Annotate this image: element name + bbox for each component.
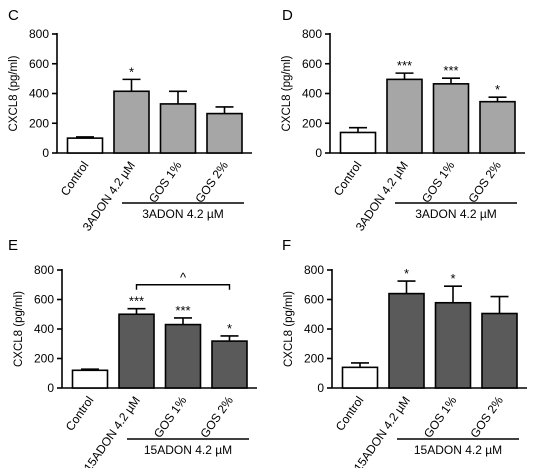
significance-marker: * <box>227 321 232 336</box>
bar <box>386 78 423 154</box>
y-axis-label: CXCL8 (pg/ml) <box>13 291 25 367</box>
significance-marker: * <box>404 266 409 281</box>
panel-c: C 0 200 400 600 800 CXCL8 (pg/ml) Control * 3ADON… <box>8 7 252 234</box>
y-tick-label: 200 <box>304 352 324 366</box>
bar <box>206 112 243 154</box>
category-label: GOS 1% <box>151 393 190 440</box>
y-tick-label: 0 <box>315 146 322 160</box>
y-tick-label: 200 <box>302 116 322 130</box>
bar <box>341 366 379 389</box>
category-label: GOS 2% <box>192 158 231 205</box>
bar <box>71 369 109 389</box>
y-tick-label: 600 <box>302 57 322 71</box>
y-tick-label: 0 <box>42 146 49 160</box>
y-tick-label: 800 <box>302 27 322 41</box>
bar <box>479 100 516 154</box>
y-tick-label: 600 <box>304 293 324 307</box>
panel-f: F 0 200 400 600 800 CXCL8 (pg/ml) Control * 15ADO… <box>282 237 527 468</box>
panel-label: F <box>282 237 291 254</box>
group-label: 3ADON 4.2 µM <box>415 207 497 221</box>
panel-e: E 0 200 400 600 800 CXCL8 (pg/ml) Control *** 15A… <box>8 237 257 468</box>
group-label: 15ADON 4.2 µM <box>414 443 502 457</box>
category-label: GOS 2% <box>197 393 236 440</box>
bar <box>339 131 377 154</box>
category-label: GOS 1% <box>146 158 185 205</box>
panel-d: D 0 200 400 600 800 CXCL8 (pg/ml) Control *** 3AD… <box>281 7 525 234</box>
group-label: 3ADON 4.2 µM <box>142 207 224 221</box>
comparison-bracket <box>135 284 231 290</box>
bar <box>211 340 248 389</box>
y-tick-label: 600 <box>34 293 54 307</box>
panel-label: D <box>282 7 293 24</box>
category-label: GOS 2% <box>465 158 504 205</box>
bracket-label: ^ <box>180 270 187 285</box>
category-label: GOS 1% <box>421 393 460 440</box>
bar <box>164 323 202 389</box>
y-tick-label: 0 <box>47 381 54 395</box>
bar <box>481 312 518 389</box>
y-tick-label: 400 <box>302 87 322 101</box>
bar <box>159 103 197 154</box>
significance-marker: * <box>450 271 455 286</box>
bar <box>388 292 425 389</box>
category-label: Control <box>333 394 367 434</box>
y-tick-label: 800 <box>29 27 49 41</box>
y-tick-label: 400 <box>34 322 54 336</box>
category-label: GOS 2% <box>467 393 506 440</box>
significance-marker: * <box>129 64 134 79</box>
category-label: Control <box>58 159 92 199</box>
category-label: Control <box>63 394 97 434</box>
y-axis-label: CXCL8 (pg/ml) <box>281 55 293 131</box>
y-tick-label: 0 <box>317 381 324 395</box>
bar <box>434 301 472 389</box>
y-tick-label: 600 <box>29 57 49 71</box>
y-tick-label: 200 <box>29 116 49 130</box>
bar <box>113 90 150 154</box>
bar <box>432 83 470 154</box>
bar <box>118 313 155 389</box>
significance-marker: *** <box>397 58 412 73</box>
y-tick-label: 800 <box>34 263 54 277</box>
category-label: Control <box>331 159 365 199</box>
y-tick-label: 800 <box>304 263 324 277</box>
y-tick-label: 400 <box>29 87 49 101</box>
y-tick-label: 200 <box>34 352 54 366</box>
y-axis-label: CXCL8 (pg/ml) <box>8 55 20 131</box>
panel-label: C <box>8 7 19 24</box>
y-axis-label: CXCL8 (pg/ml) <box>283 291 295 367</box>
panel-label: E <box>8 237 18 254</box>
significance-marker: * <box>495 82 500 97</box>
y-tick-label: 400 <box>304 322 324 336</box>
group-label: 15ADON 4.2 µM <box>144 443 232 457</box>
category-label: GOS 1% <box>419 158 458 205</box>
significance-marker: *** <box>175 303 190 318</box>
significance-marker: *** <box>443 63 458 78</box>
bar <box>66 137 104 154</box>
significance-marker: *** <box>129 294 144 309</box>
